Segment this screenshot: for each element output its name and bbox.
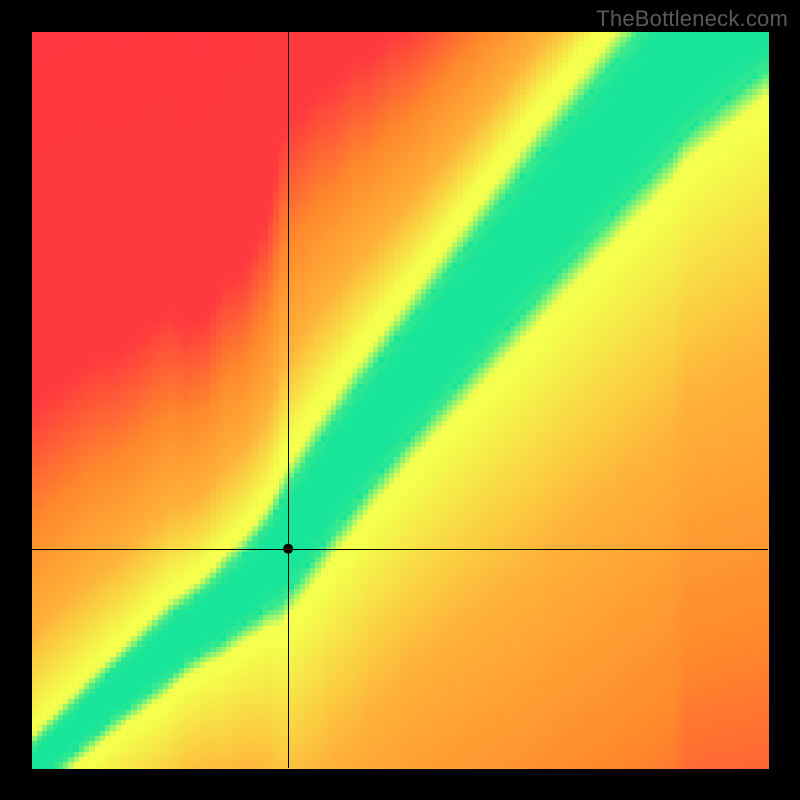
watermark-text: TheBottleneck.com xyxy=(596,6,788,32)
heatmap-canvas xyxy=(0,0,800,800)
chart-container: TheBottleneck.com xyxy=(0,0,800,800)
